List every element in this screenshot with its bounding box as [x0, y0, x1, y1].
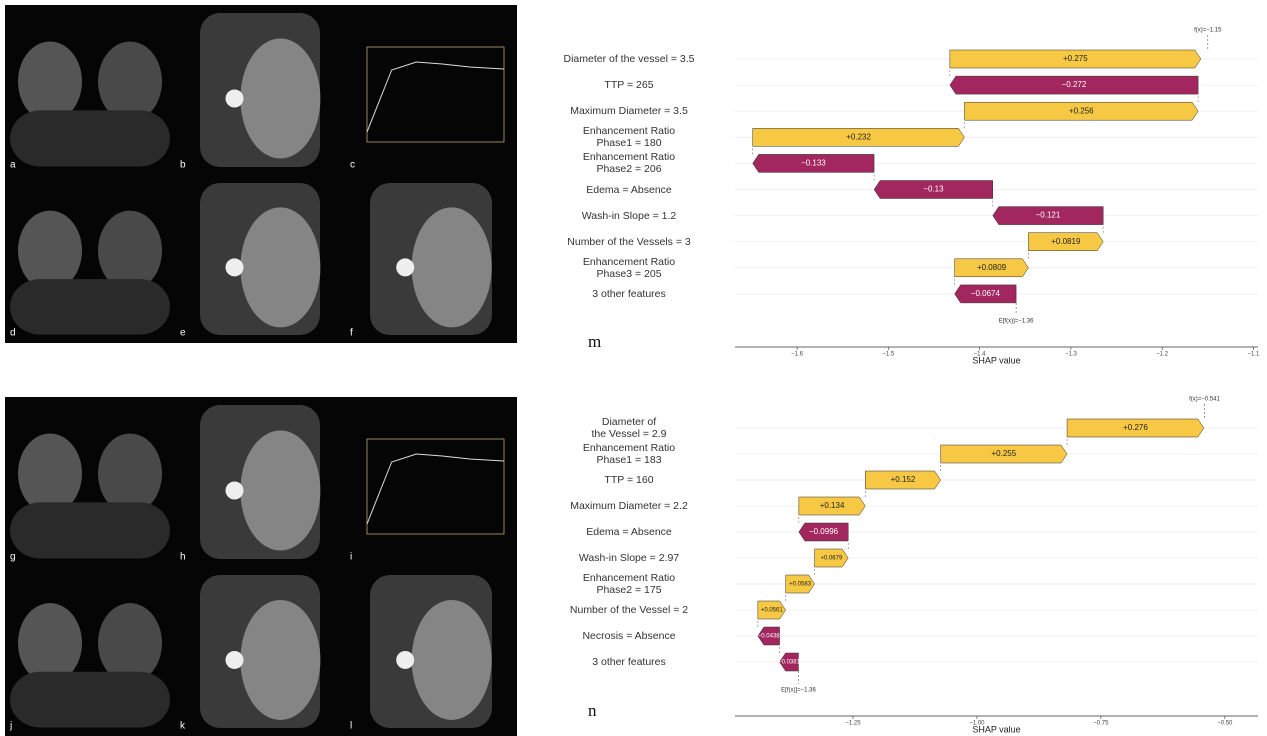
feature-label: Edema = Absence: [529, 526, 729, 538]
bar-label: +0.256: [1069, 106, 1094, 115]
bar-label: −0.133: [801, 159, 826, 168]
x-tick-label: −1.1: [1248, 352, 1261, 358]
feature-label: Number of the Vessels = 3: [529, 236, 729, 248]
bar-label: −0.13: [923, 185, 944, 194]
lesion: [226, 482, 244, 500]
feature-label: 3 other features: [529, 288, 729, 300]
x-tick-label: −0.50: [1217, 721, 1233, 727]
bar-label: −0.121: [1036, 211, 1061, 220]
tissue: [18, 434, 82, 514]
feature-label: Enhancement Ratio Phase3 = 205: [529, 256, 729, 280]
x-axis-title: SHAP value: [972, 724, 1020, 734]
tissue: [98, 42, 162, 122]
bar-label: −0.0381: [778, 660, 801, 666]
feature-label: 3 other features: [529, 656, 729, 668]
bar-label: +0.0561: [761, 608, 784, 614]
feature-label: TTP = 265: [529, 79, 729, 91]
bar-label: −0.0438: [758, 634, 781, 640]
x-axis-title: SHAP value: [972, 355, 1020, 365]
bar-label: +0.0809: [977, 263, 1007, 272]
body: [10, 110, 170, 166]
figure: abcdefghijkl−0.0674+0.0809+0.0819−0.121−…: [0, 0, 1267, 736]
x-tick-label: −1.5: [882, 352, 895, 358]
bar-label: −0.0996: [809, 527, 839, 536]
feature-label: Diameter of the Vessel = 2.9: [529, 416, 729, 440]
lesion: [396, 651, 414, 669]
panel-letter: i: [350, 552, 352, 563]
feature-label: Maximum Diameter = 2.2: [529, 500, 729, 512]
lesion: [226, 651, 244, 669]
tissue: [18, 603, 82, 683]
lesion: [226, 258, 244, 276]
feature-label: Wash-in Slope = 1.2: [529, 210, 729, 222]
body: [10, 672, 170, 728]
panel-letter: f: [350, 328, 353, 339]
x-tick-label: −1.3: [1065, 352, 1078, 358]
body: [412, 207, 492, 327]
base-label: E[f(x)]=−1.36: [999, 319, 1034, 325]
tissue: [98, 603, 162, 683]
feature-label: TTP = 160: [529, 474, 729, 486]
body: [10, 279, 170, 334]
lesion: [396, 258, 414, 276]
output-label: f(x)=−1.15: [1194, 28, 1222, 34]
x-tick-label: −0.75: [1093, 721, 1109, 727]
feature-label: Enhancement Ratio Phase2 = 206: [529, 151, 729, 175]
body: [240, 39, 320, 159]
x-tick-label: −1.2: [1156, 352, 1169, 358]
bar-label: +0.276: [1123, 423, 1148, 432]
lesion: [226, 90, 244, 108]
tissue: [98, 211, 162, 291]
bar-label: +0.0819: [1051, 237, 1081, 246]
feature-label: Wash-in Slope = 2.97: [529, 552, 729, 564]
feature-label: Number of the Vessel = 2: [529, 604, 729, 616]
feature-label: Enhancement Ratio Phase1 = 183: [529, 442, 729, 466]
tissue: [98, 434, 162, 514]
panel-letter: d: [10, 328, 16, 339]
bar-label: −0.0674: [971, 289, 1001, 298]
bar-label: +0.134: [820, 501, 845, 510]
body: [240, 600, 320, 720]
tissue: [18, 42, 82, 122]
bar-label: +0.0583: [789, 582, 812, 588]
panel-letter: l: [350, 721, 352, 732]
feature-label: Enhancement Ratio Phase2 = 175: [529, 572, 729, 596]
bar-label: +0.152: [891, 475, 916, 484]
bar-label: +0.255: [991, 449, 1016, 458]
panel-letter: n: [588, 701, 597, 720]
x-tick-label: −1.6: [791, 352, 804, 358]
feature-label: Necrosis = Absence: [529, 630, 729, 642]
panel-letter: b: [180, 160, 186, 171]
panel-letter: m: [588, 332, 601, 351]
feature-label: Maximum Diameter = 3.5: [529, 105, 729, 117]
feature-label: Edema = Absence: [529, 184, 729, 196]
panel-letter: c: [350, 160, 355, 171]
panel-letter: e: [180, 328, 186, 339]
feature-label: Diameter of the vessel = 3.5: [529, 53, 729, 65]
bar-label: −0.272: [1062, 80, 1087, 89]
image-panel: [345, 5, 517, 175]
body: [412, 600, 492, 720]
panel-letter: a: [10, 160, 16, 171]
body: [10, 502, 170, 558]
body: [240, 431, 320, 551]
panel-letter: j: [9, 721, 12, 732]
body: [240, 207, 320, 327]
x-tick-label: −1.25: [845, 721, 861, 727]
output-label: f(x)=−0.541: [1189, 397, 1220, 403]
base-label: E[f(x)]=−1.36: [781, 688, 816, 694]
image-panel: [345, 397, 517, 567]
panel-letter: g: [10, 552, 16, 563]
bar-label: +0.275: [1063, 54, 1088, 63]
bar-label: +0.0679: [820, 556, 843, 562]
bar-label: +0.232: [846, 132, 871, 141]
panel-letter: h: [180, 552, 186, 563]
feature-label: Enhancement Ratio Phase1 = 180: [529, 125, 729, 149]
tissue: [18, 211, 82, 291]
